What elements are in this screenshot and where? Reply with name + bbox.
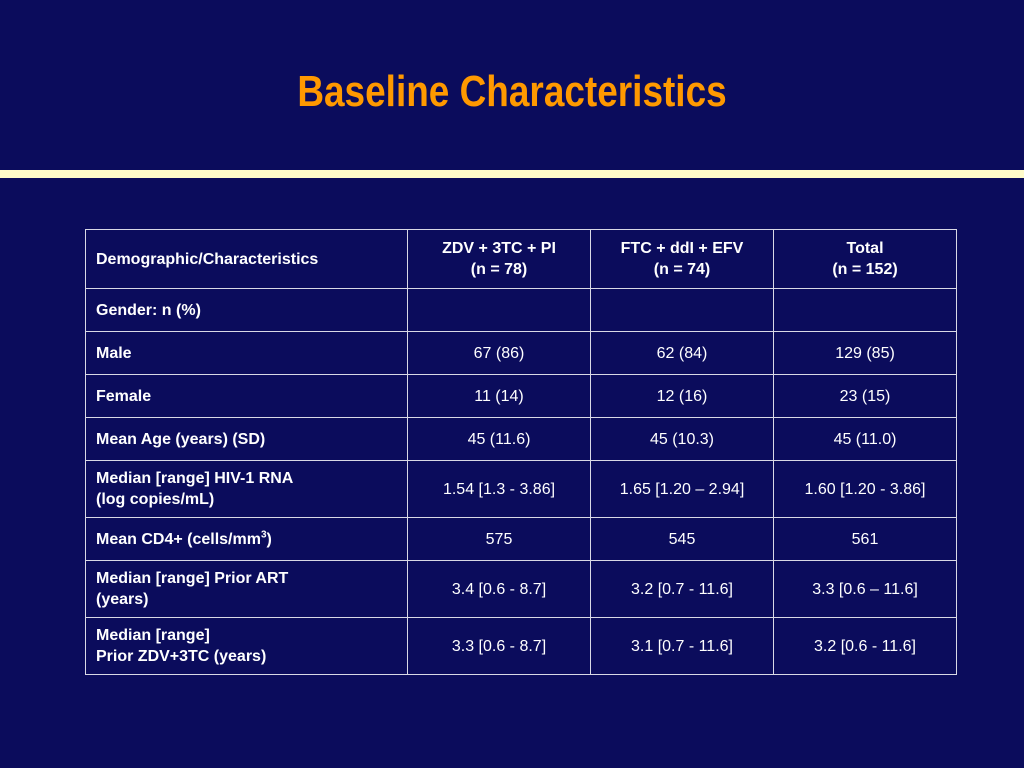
row-label-prior-zdv3tc: Median [range] Prior ZDV+3TC (years) bbox=[85, 617, 408, 675]
table-header-row: Demographic/Characteristics ZDV + 3TC + … bbox=[85, 229, 957, 289]
header-ftc-ddi-efv: FTC + ddI + EFV (n = 74) bbox=[590, 229, 774, 289]
table-row-cd4: Mean CD4+ (cells/mm3) 575 545 561 bbox=[85, 517, 957, 561]
cell-art-ftc: 3.2 [0.7 - 11.6] bbox=[590, 560, 774, 618]
cell-cd4-ftc: 545 bbox=[590, 517, 774, 561]
table-row-prior-zdv3tc: Median [range] Prior ZDV+3TC (years) 3.3… bbox=[85, 617, 957, 675]
cell-gender-ftc bbox=[590, 288, 774, 332]
row-label-mean-age: Mean Age (years) (SD) bbox=[85, 417, 408, 461]
cell-age-zdv: 45 (11.6) bbox=[407, 417, 591, 461]
table-row-gender: Gender: n (%) bbox=[85, 288, 957, 332]
table-row-mean-age: Mean Age (years) (SD) 45 (11.6) 45 (10.3… bbox=[85, 417, 957, 461]
row-label-prior-art: Median [range] Prior ART (years) bbox=[85, 560, 408, 618]
cell-rna-total: 1.60 [1.20 - 3.86] bbox=[773, 460, 957, 518]
cell-age-total: 45 (11.0) bbox=[773, 417, 957, 461]
cell-zdv3tc-zdv: 3.3 [0.6 - 8.7] bbox=[407, 617, 591, 675]
cell-male-total: 129 (85) bbox=[773, 331, 957, 375]
title-divider bbox=[0, 170, 1024, 178]
table-row-prior-art: Median [range] Prior ART (years) 3.4 [0.… bbox=[85, 560, 957, 618]
header-demographic: Demographic/Characteristics bbox=[85, 229, 408, 289]
baseline-characteristics-table: Demographic/Characteristics ZDV + 3TC + … bbox=[85, 229, 957, 675]
cell-art-zdv: 3.4 [0.6 - 8.7] bbox=[407, 560, 591, 618]
cell-zdv3tc-ftc: 3.1 [0.7 - 11.6] bbox=[590, 617, 774, 675]
cell-female-total: 23 (15) bbox=[773, 374, 957, 418]
cell-gender-total bbox=[773, 288, 957, 332]
header-total: Total (n = 152) bbox=[773, 229, 957, 289]
cell-zdv3tc-total: 3.2 [0.6 - 11.6] bbox=[773, 617, 957, 675]
header-zdv-3tc-pi: ZDV + 3TC + PI (n = 78) bbox=[407, 229, 591, 289]
cell-rna-zdv: 1.54 [1.3 - 3.86] bbox=[407, 460, 591, 518]
row-label-gender: Gender: n (%) bbox=[85, 288, 408, 332]
cell-cd4-zdv: 575 bbox=[407, 517, 591, 561]
row-label-cd4: Mean CD4+ (cells/mm3) bbox=[85, 517, 408, 561]
cell-rna-ftc: 1.65 [1.20 – 2.94] bbox=[590, 460, 774, 518]
slide-title: Baseline Characteristics bbox=[297, 67, 727, 116]
cell-male-ftc: 62 (84) bbox=[590, 331, 774, 375]
cell-female-ftc: 12 (16) bbox=[590, 374, 774, 418]
table-row-hiv-rna: Median [range] HIV-1 RNA (log copies/mL)… bbox=[85, 460, 957, 518]
cell-male-zdv: 67 (86) bbox=[407, 331, 591, 375]
table-row-female: Female 11 (14) 12 (16) 23 (15) bbox=[85, 374, 957, 418]
cell-art-total: 3.3 [0.6 – 11.6] bbox=[773, 560, 957, 618]
row-label-female: Female bbox=[85, 374, 408, 418]
cell-gender-zdv bbox=[407, 288, 591, 332]
row-label-male: Male bbox=[85, 331, 408, 375]
row-label-hiv-rna: Median [range] HIV-1 RNA (log copies/mL) bbox=[85, 460, 408, 518]
cell-age-ftc: 45 (10.3) bbox=[590, 417, 774, 461]
table-row-male: Male 67 (86) 62 (84) 129 (85) bbox=[85, 331, 957, 375]
cell-female-zdv: 11 (14) bbox=[407, 374, 591, 418]
cell-cd4-total: 561 bbox=[773, 517, 957, 561]
